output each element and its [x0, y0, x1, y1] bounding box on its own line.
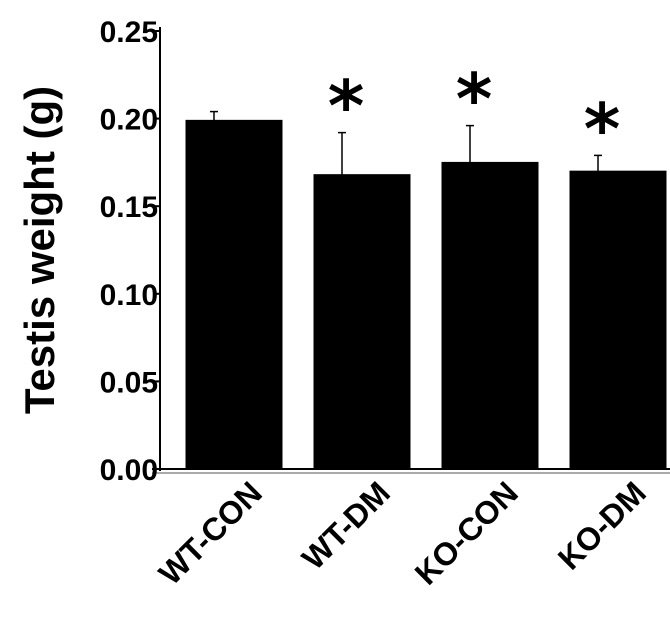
- significance-star: *: [456, 59, 493, 141]
- y-tick-label: 0.00: [100, 454, 158, 487]
- bar: [569, 170, 667, 470]
- y-tick-label: 0.10: [100, 279, 158, 312]
- x-category-label: KO-DM: [551, 474, 653, 576]
- y-tick-label: 0.25: [100, 16, 158, 49]
- plot-area: 0.00 0.05 0.10 0.15 0.20 0.25 WT-CON * WT-DM * KO-…: [100, 16, 670, 592]
- y-tick-label: 0.15: [100, 191, 158, 224]
- bar: [313, 174, 411, 470]
- x-category-label: WT-DM: [295, 474, 397, 576]
- x-category-label: KO-CON: [408, 474, 525, 591]
- significance-star: *: [584, 88, 621, 170]
- y-axis-label: Testis weight (g): [16, 86, 63, 414]
- bar: [441, 161, 539, 470]
- x-category-label: WT-CON: [152, 474, 269, 591]
- significance-star: *: [328, 66, 365, 148]
- y-tick-label: 0.20: [100, 104, 158, 137]
- bar: [185, 119, 283, 470]
- y-tick-label: 0.05: [100, 366, 158, 399]
